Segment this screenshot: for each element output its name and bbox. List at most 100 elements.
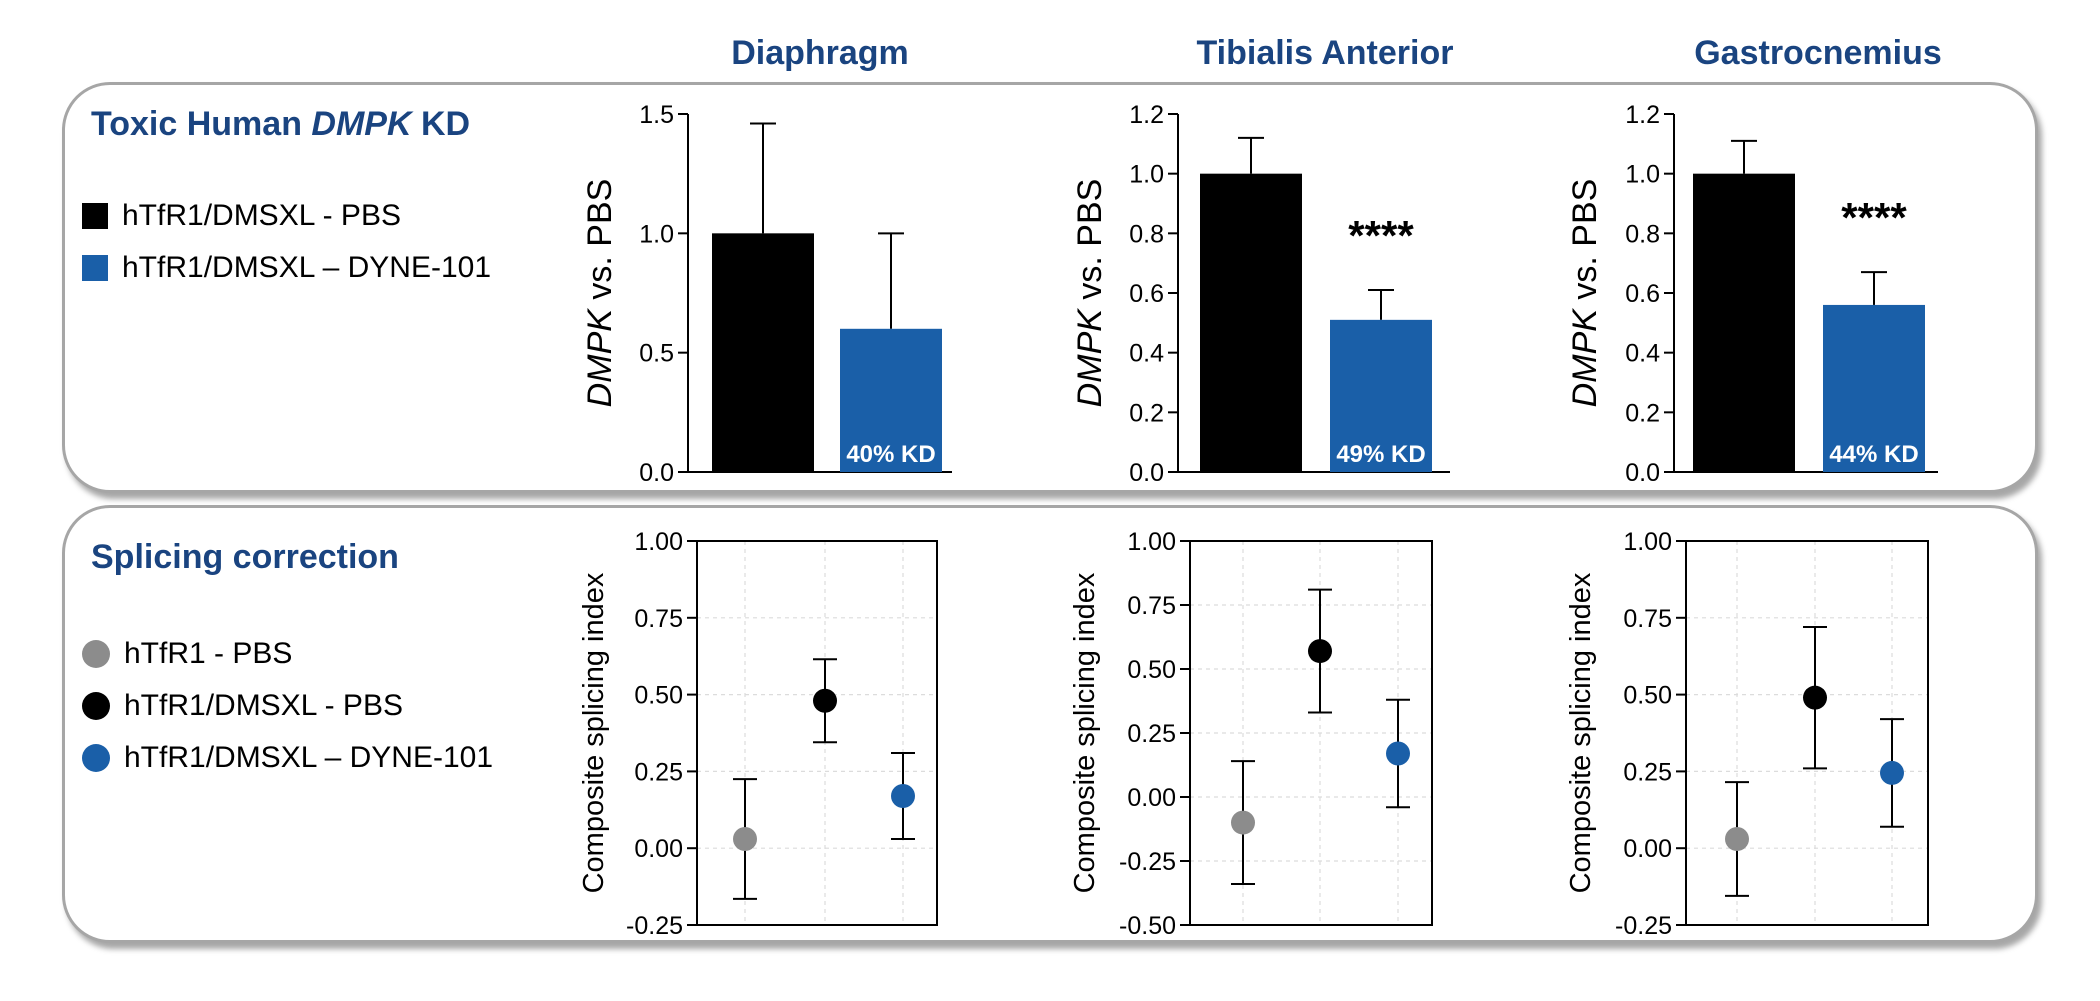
y-tick-label: 0.50 (634, 682, 683, 710)
y-axis-label-rest: vs. PBS (1071, 179, 1109, 309)
y-tick-label: 0.25 (1127, 720, 1176, 748)
data-point (891, 783, 915, 808)
y-tick-label: -0.25 (626, 912, 683, 940)
legend-swatch (82, 255, 108, 281)
y-tick-label: 1.5 (639, 101, 674, 129)
y-tick-label: 0.0 (1625, 459, 1660, 487)
plot-frame (696, 540, 938, 926)
y-axis-label: Composite splicing index (1069, 572, 1101, 893)
y-axis-label: Composite splicing index (1565, 572, 1597, 893)
data-point (733, 826, 757, 851)
plot-frame (1685, 540, 1929, 926)
legend-marker (82, 744, 110, 772)
y-tick-label: 1.00 (1127, 528, 1176, 556)
kd-title-gene: DMPK (311, 105, 412, 143)
scatter-chart-2: -0.25 0.00 0.25 0.50 0.75 1.00 Composite splic… (1565, 528, 1929, 940)
bar-chart-1: 0.0 0.2 0.4 0.6 0.8 1.0 1.2 DMPK vs. PBS 49% KD *… (1071, 101, 1450, 487)
data-point (813, 688, 837, 713)
y-tick-label: 0.6 (1129, 280, 1164, 308)
kd-legend: hTfR1/DMSXL - PBS hTfR1/DMSXL – DYNE-101 (82, 190, 491, 294)
y-axis-label: DMPK vs. PBS (581, 179, 619, 408)
kd-title-post: KD (411, 105, 471, 143)
legend-item-dmsxl-pbs: hTfR1/DMSXL - PBS (82, 680, 493, 732)
y-tick-label: 1.2 (1625, 101, 1660, 129)
column-title-gastrocnemius: Gastrocnemius (1694, 34, 1942, 72)
bar (1330, 319, 1432, 472)
data-point (1880, 760, 1904, 785)
y-axis-label-gene: DMPK (581, 308, 619, 408)
y-tick-label: -0.50 (1119, 912, 1176, 940)
legend-label: hTfR1/DMSXL – DYNE-101 (122, 251, 492, 284)
y-tick-label: 0.00 (1623, 835, 1672, 863)
y-axis-label: Composite splicing index (578, 572, 610, 893)
y-axis-label-rest: vs. PBS (581, 179, 619, 309)
bar-data-label: 49% KD (1336, 441, 1425, 468)
y-tick-label: 0.00 (1127, 784, 1176, 812)
splicing-legend: hTfR1 - PBS hTfR1/DMSXL - PBS hTfR1/DMSX… (82, 628, 493, 784)
y-axis-label-gene: DMPK (1071, 308, 1109, 408)
y-axis-label: DMPK vs. PBS (1566, 179, 1604, 408)
data-point (1725, 826, 1749, 851)
data-point (1308, 639, 1332, 664)
y-tick-label: 0.8 (1625, 220, 1660, 248)
significance-label: **** (1348, 212, 1414, 259)
y-tick-label: 0.25 (634, 758, 683, 786)
y-tick-label: 1.00 (634, 528, 683, 556)
y-tick-label: 0.5 (639, 340, 674, 368)
column-title-diaphragm: Diaphragm (731, 34, 909, 72)
y-tick-label: 0.75 (1127, 592, 1176, 620)
y-tick-label: 0.75 (634, 605, 683, 633)
y-tick-label: 0.2 (1129, 399, 1164, 427)
y-tick-label: -0.25 (1615, 912, 1672, 940)
legend-marker (82, 692, 110, 720)
y-axis-label: DMPK vs. PBS (1071, 179, 1109, 408)
y-tick-label: 0.2 (1625, 399, 1660, 427)
y-tick-label: 1.00 (1623, 528, 1672, 556)
y-tick-label: 0.25 (1623, 758, 1672, 786)
bar-chart-2: 0.0 0.2 0.4 0.6 0.8 1.0 1.2 DMPK vs. PBS 44% KD *… (1566, 101, 1938, 487)
legend-label: hTfR1 - PBS (124, 637, 293, 670)
legend-label: hTfR1/DMSXL – DYNE-101 (124, 741, 494, 774)
y-tick-label: 1.0 (1129, 161, 1164, 189)
y-tick-label: 0.75 (1623, 605, 1672, 633)
data-point (1803, 685, 1827, 710)
splicing-panel-title: Splicing correction (91, 538, 399, 576)
splicing-panel (62, 505, 2038, 943)
y-tick-label: 0.4 (1129, 340, 1164, 368)
column-title-tibialis-anterior: Tibialis Anterior (1196, 34, 1454, 72)
y-tick-label: 0.4 (1625, 340, 1660, 368)
bar (840, 328, 942, 472)
y-tick-label: 0.8 (1129, 220, 1164, 248)
y-tick-label: 0.50 (1623, 682, 1672, 710)
y-axis-label-gene: DMPK (1566, 308, 1604, 408)
legend-label: hTfR1/DMSXL - PBS (122, 199, 401, 232)
kd-title-pre: Toxic Human (91, 105, 312, 143)
kd-panel-title: Toxic Human DMPK KD (91, 105, 470, 144)
y-tick-label: 1.0 (1625, 161, 1660, 189)
y-axis-label-rest: vs. PBS (1566, 179, 1604, 309)
bar (1823, 304, 1925, 472)
y-tick-label: 0.00 (634, 835, 683, 863)
significance-label: **** (1841, 194, 1907, 241)
bar-chart-0: 0.0 0.5 1.0 1.5 DMPK vs. PBS 40% KD (581, 101, 952, 487)
data-point (1231, 810, 1255, 835)
y-tick-label: 0.0 (639, 459, 674, 487)
bar (1200, 173, 1302, 472)
bar-data-label: 40% KD (846, 441, 935, 468)
legend-swatch (82, 203, 108, 229)
y-tick-label: 1.2 (1129, 101, 1164, 129)
y-tick-label: 0.0 (1129, 459, 1164, 487)
y-tick-label: -0.25 (1119, 848, 1176, 876)
y-tick-label: 0.6 (1625, 280, 1660, 308)
bar (1693, 173, 1795, 472)
legend-item-dmsxl-pbs: hTfR1/DMSXL - PBS (82, 190, 491, 242)
data-point (1386, 741, 1410, 766)
scatter-chart-1: -0.50 -0.25 0.00 0.25 0.50 0.75 1.00 Composite … (1069, 528, 1433, 940)
legend-item-htfr1-pbs: hTfR1 - PBS (82, 628, 493, 680)
scatter-chart-0: -0.25 0.00 0.25 0.50 0.75 1.00 Composite splic… (578, 528, 938, 940)
y-tick-label: 1.0 (639, 220, 674, 248)
y-tick-label: 0.50 (1127, 656, 1176, 684)
legend-marker (82, 640, 110, 668)
legend-label: hTfR1/DMSXL - PBS (124, 689, 403, 722)
